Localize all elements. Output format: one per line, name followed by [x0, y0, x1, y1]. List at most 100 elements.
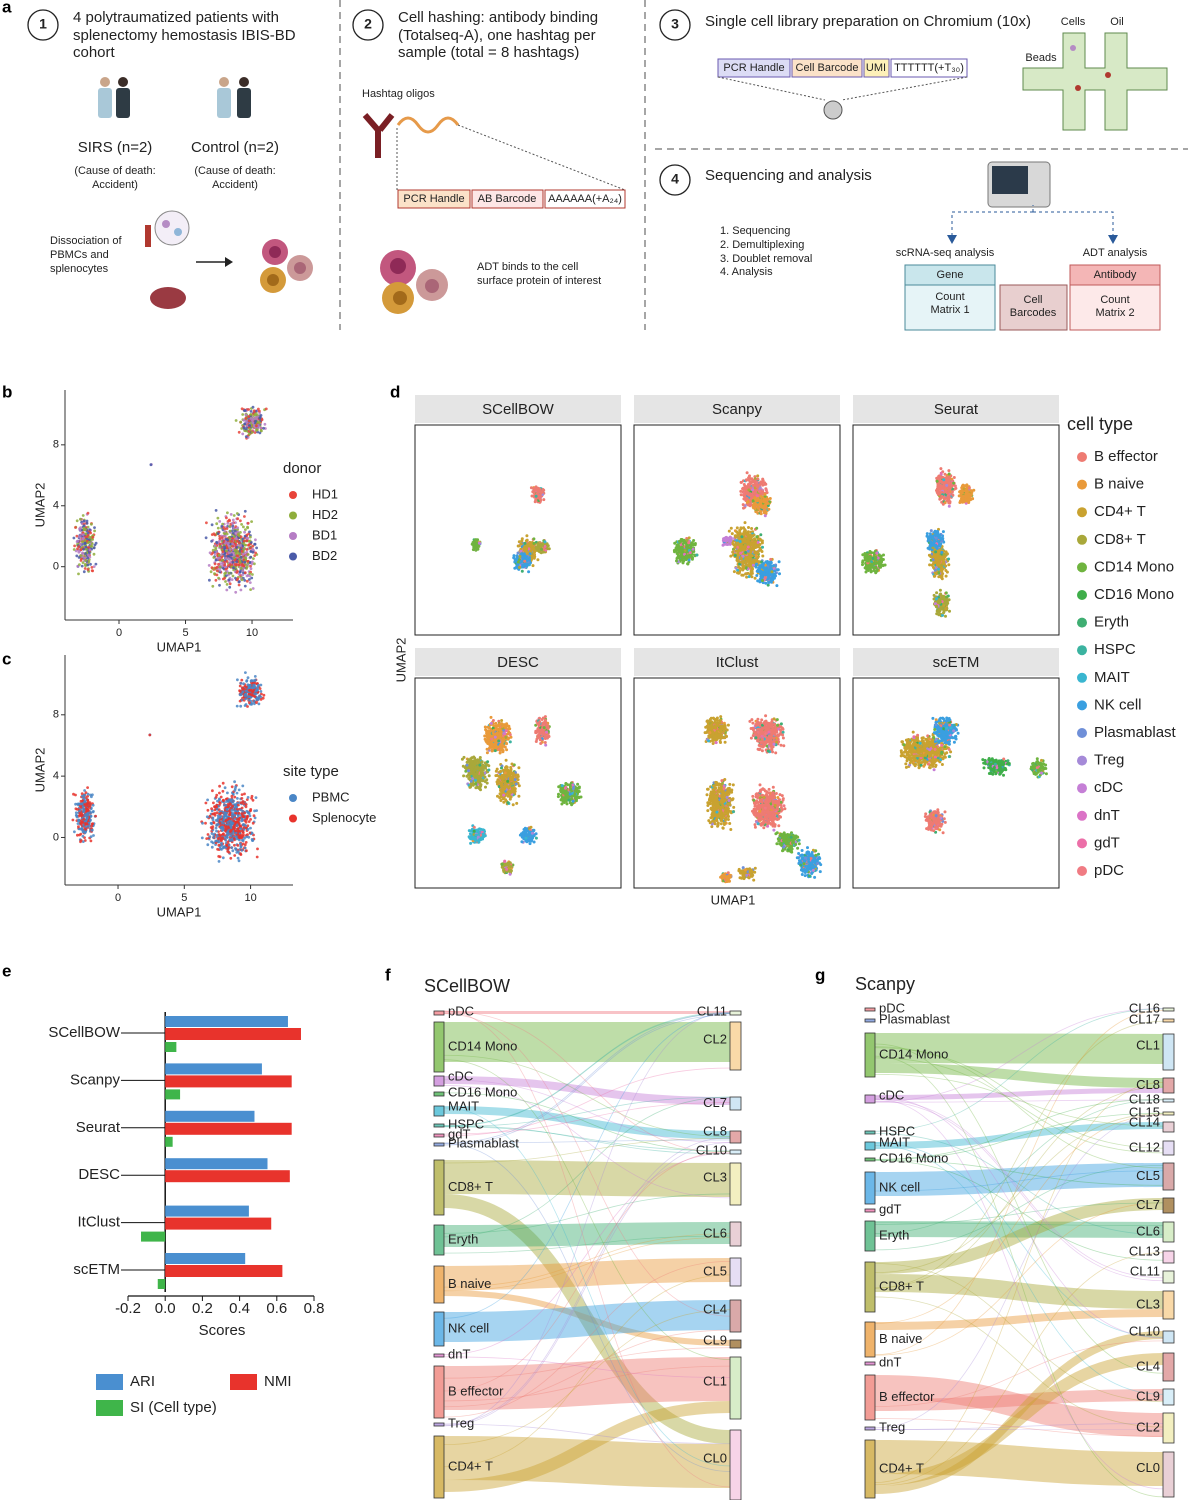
umap-point — [224, 818, 228, 822]
umap-point — [232, 514, 236, 517]
umap-point — [212, 556, 216, 559]
umap-point — [543, 540, 547, 544]
umap-point — [233, 813, 237, 817]
umap-point — [221, 798, 225, 802]
umap-point — [218, 833, 221, 836]
umap-point — [205, 837, 209, 840]
umap-point — [741, 503, 745, 507]
umap-point — [94, 541, 98, 545]
umap-point — [681, 556, 685, 560]
umap-point — [763, 573, 767, 577]
umap-point — [86, 813, 90, 817]
umap-point — [80, 564, 84, 568]
umap-point — [743, 540, 747, 544]
legend-marker — [289, 814, 297, 823]
umap-point — [240, 797, 244, 800]
umap-point — [89, 811, 92, 815]
umap-point — [214, 839, 218, 843]
umap-point — [245, 685, 248, 689]
matrix-body: Count — [935, 291, 964, 303]
umap-point — [238, 580, 241, 583]
umap-point — [224, 839, 228, 842]
umap-point — [526, 562, 530, 566]
umap-point — [227, 578, 231, 582]
umap-point — [729, 554, 733, 558]
umap-point — [687, 555, 691, 559]
umap-point — [214, 548, 217, 551]
barcodes-text: Barcodes — [1010, 307, 1057, 319]
umap-point — [79, 827, 83, 831]
hashtag-label: Hashtag oligos — [362, 88, 435, 100]
umap-point — [236, 856, 240, 860]
umap-point — [76, 833, 79, 837]
umap-point — [252, 409, 256, 413]
umap-point — [776, 568, 780, 572]
umap-point — [245, 816, 249, 820]
umap-point — [766, 583, 770, 587]
umap-point — [738, 540, 742, 543]
umap-point — [673, 541, 677, 545]
umap-point — [735, 530, 739, 534]
umap-point — [742, 494, 746, 498]
umap-point — [78, 833, 81, 837]
umap-point — [241, 823, 245, 827]
umap-point — [211, 841, 215, 845]
step-text: Single cell library preparation on Chrom… — [705, 13, 1031, 30]
umap-point — [740, 535, 744, 539]
umap-point — [224, 571, 228, 575]
umap-point — [769, 557, 773, 561]
umap-point — [237, 859, 241, 863]
umap-point — [217, 540, 221, 543]
umap-point — [759, 512, 763, 516]
umap-point — [746, 545, 750, 549]
umap-point — [747, 493, 751, 497]
legend-label: BD2 — [312, 548, 337, 563]
umap-point — [208, 551, 212, 555]
umap-point — [215, 522, 219, 526]
umap-point — [688, 551, 692, 555]
umap-point — [739, 551, 743, 555]
umap-point — [221, 550, 225, 553]
umap-point — [233, 558, 237, 562]
umap-point — [513, 558, 517, 562]
umap-point — [243, 584, 247, 588]
umap-point — [204, 801, 208, 805]
umap-point — [84, 532, 88, 536]
umap-point — [219, 795, 223, 799]
umap-point — [80, 802, 84, 805]
umap-point — [77, 545, 81, 548]
umap-point — [246, 553, 250, 556]
antibody-icon — [362, 113, 626, 314]
umap-point — [760, 550, 764, 553]
umap-point — [82, 547, 85, 551]
umap-point — [768, 560, 772, 564]
umap-point — [87, 560, 91, 564]
umap-point — [85, 535, 89, 538]
umap-point — [234, 590, 238, 594]
umap-point — [83, 539, 87, 542]
x-tick-label: 5 — [182, 627, 188, 639]
umap-point — [726, 537, 730, 541]
umap-point — [244, 803, 248, 806]
umap-point — [240, 578, 244, 582]
umap-point — [248, 581, 252, 584]
umap-point — [225, 844, 229, 847]
umap-point — [764, 569, 768, 573]
umap-point — [242, 802, 246, 806]
umap-point — [223, 563, 226, 567]
umap-point — [239, 827, 243, 831]
umap-point — [249, 588, 253, 591]
umap-point — [235, 807, 239, 811]
umap-point — [253, 695, 257, 698]
umap-point — [228, 838, 232, 842]
umap-point — [83, 556, 87, 560]
y-axis-label: UMAP2 — [32, 748, 47, 793]
umap-point — [239, 420, 243, 424]
umap-point — [237, 430, 241, 434]
umap-point — [238, 541, 241, 545]
legend-label: PBMC — [312, 789, 350, 804]
umap-point — [227, 541, 230, 545]
umap-point — [239, 555, 243, 559]
umap-point — [87, 538, 91, 542]
umap-point — [232, 535, 236, 538]
